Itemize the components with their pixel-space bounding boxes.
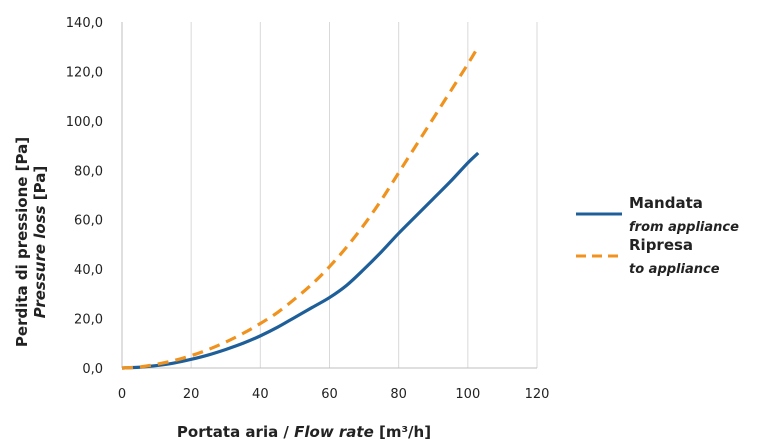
y-tick-label: 60,0: [74, 214, 103, 229]
legend: Mandata from appliance Ripresa to applia…: [576, 194, 739, 277]
y-tick-label: 120,0: [66, 65, 103, 80]
x-tick-label: 120: [525, 387, 550, 402]
x-axis-title-unit: [m³/h]: [374, 423, 431, 441]
grid-lines: [190, 22, 538, 368]
x-tick-label: 40: [252, 387, 269, 402]
x-axis-title: Portata aria / Flow rate [m³/h]: [177, 423, 431, 441]
legend-label-mandata: Mandata: [629, 194, 703, 212]
axes: [121, 22, 537, 369]
x-tick-label: 60: [321, 387, 338, 402]
y-tick-label: 80,0: [74, 164, 103, 179]
y-tick-label: 40,0: [74, 263, 103, 278]
x-axis-title-italic: Flow rate: [294, 423, 374, 441]
x-tick-label: 0: [118, 387, 126, 402]
legend-sublabel-mandata: from appliance: [629, 220, 739, 235]
x-axis-title-main: Portata aria /: [177, 423, 294, 441]
y-axis-title-italic: Pressure loss: [31, 205, 49, 318]
y-axis-title-line1: Perdita di pressione [Pa]: [13, 137, 31, 347]
y-tick-label: 100,0: [66, 115, 103, 130]
x-tick-label: 100: [455, 387, 480, 402]
y-tick-label: 20,0: [74, 313, 103, 328]
y-axis-title: Perdita di pressione [Pa]: [13, 137, 31, 347]
y-axis-subtitle: Pressure loss [Pa]: [31, 166, 49, 318]
series-lines: [121, 45, 480, 370]
x-tick-label: 80: [390, 387, 407, 402]
x-tick-label: 20: [183, 387, 200, 402]
y-tick-label: 140,0: [66, 16, 103, 31]
y-tick-labels: 0,0 20,0 40,0 60,0 80,0 100,0 120,0 140,0: [66, 16, 103, 377]
series-line-mandata: [121, 151, 480, 370]
y-tick-label: 0,0: [82, 362, 103, 377]
x-tick-labels: 0 20 40 60 80 100 120: [118, 387, 550, 402]
series-line-ripresa: [121, 45, 480, 370]
legend-sublabel-ripresa: to appliance: [629, 262, 720, 277]
legend-label-ripresa: Ripresa: [629, 236, 693, 254]
y-axis-title-unit: [Pa]: [31, 166, 49, 206]
